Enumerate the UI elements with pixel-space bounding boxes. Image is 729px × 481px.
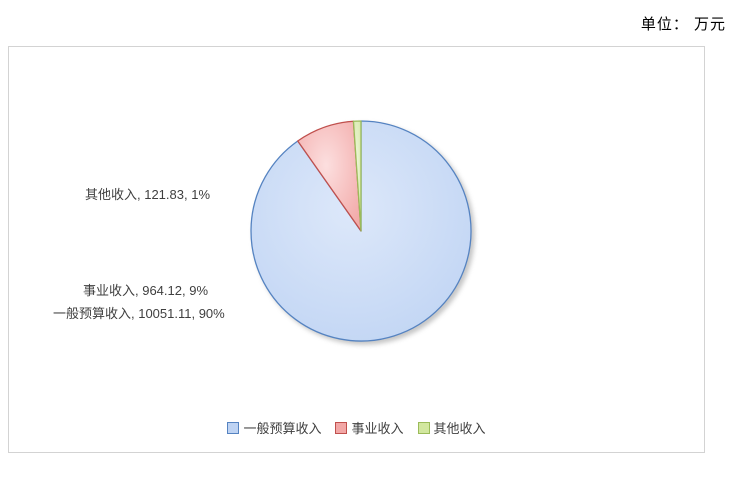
legend-label-other: 其他收入 (433, 421, 486, 436)
data-label-other-income: 其他收入, 121.83, 1% (85, 187, 210, 202)
pie-chart[interactable] (9, 47, 704, 452)
legend: 一般预算收入 事业收入 其他收入 (9, 418, 704, 437)
legend-item-general-budget-income[interactable]: 一般预算收入 (227, 418, 321, 437)
legend-swatch-other-icon (417, 421, 430, 434)
data-label-business-income: 事业收入, 964.12, 9% (83, 283, 208, 298)
unit-label: 单位： 万元 (640, 16, 726, 33)
legend-swatch-general-budget-icon (227, 421, 240, 434)
chart-area[interactable]: 其他收入, 121.83, 1% 事业收入, 964.12, 9% 一般预算收入… (8, 46, 705, 453)
pie-slice-2[interactable] (352, 120, 362, 232)
legend-swatch-business-icon (335, 421, 348, 434)
legend-label-general-budget: 一般预算收入 (243, 421, 322, 436)
legend-label-business: 事业收入 (351, 421, 404, 436)
data-label-general-budget-income: 一般预算收入, 10051.11, 90% (53, 306, 225, 321)
legend-item-other-income[interactable]: 其他收入 (417, 418, 486, 437)
legend-item-business-income[interactable]: 事业收入 (335, 418, 404, 437)
